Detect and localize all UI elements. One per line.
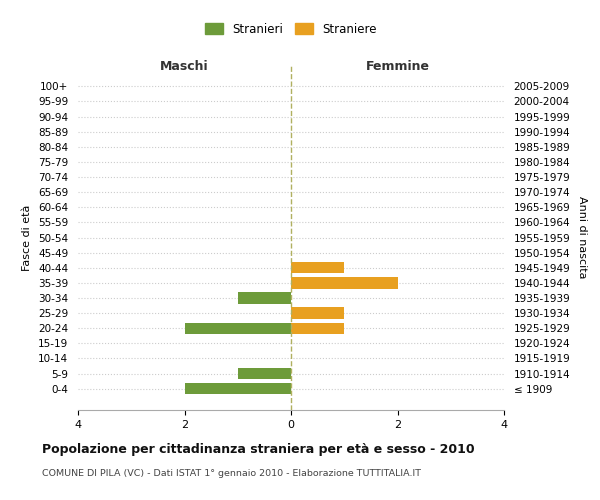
Text: Maschi: Maschi bbox=[160, 60, 209, 72]
Bar bbox=[185, 322, 291, 334]
Bar bbox=[238, 292, 291, 304]
Bar bbox=[291, 308, 344, 318]
Text: Popolazione per cittadinanza straniera per età e sesso - 2010: Popolazione per cittadinanza straniera p… bbox=[42, 442, 475, 456]
Y-axis label: Fasce di età: Fasce di età bbox=[22, 204, 32, 270]
Legend: Stranieri, Straniere: Stranieri, Straniere bbox=[205, 22, 377, 36]
Text: COMUNE DI PILA (VC) - Dati ISTAT 1° gennaio 2010 - Elaborazione TUTTITALIA.IT: COMUNE DI PILA (VC) - Dati ISTAT 1° genn… bbox=[42, 468, 421, 477]
Bar bbox=[185, 383, 291, 394]
Bar bbox=[291, 277, 398, 288]
Bar bbox=[238, 368, 291, 379]
Bar bbox=[291, 262, 344, 274]
Text: Femmine: Femmine bbox=[365, 60, 430, 72]
Bar bbox=[291, 322, 344, 334]
Y-axis label: Anni di nascita: Anni di nascita bbox=[577, 196, 587, 279]
